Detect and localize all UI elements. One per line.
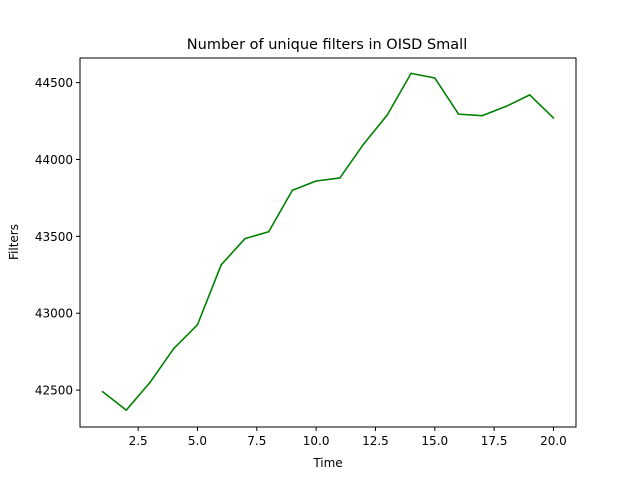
data-point [362, 143, 365, 145]
data-point [505, 105, 507, 108]
x-tick-label: 20.0 [540, 434, 567, 448]
data-point [457, 113, 460, 115]
data-point [386, 114, 389, 116]
y-tick-label: 43000 [35, 307, 73, 321]
data-point [267, 230, 270, 233]
y-axis: 42500 43000 43500 44000 44500 [35, 76, 80, 398]
data-point [291, 189, 294, 192]
y-tick-label: 42500 [35, 384, 73, 398]
data-point [125, 409, 128, 411]
data-point [481, 114, 484, 117]
y-tick-label: 43500 [35, 230, 73, 244]
x-tick-label: 5.0 [188, 434, 207, 448]
data-point [315, 180, 317, 182]
x-tick-label: 10.0 [303, 434, 330, 448]
data-point [244, 237, 246, 240]
data-point [220, 263, 223, 266]
plot-area [79, 57, 577, 428]
data-point [339, 177, 341, 179]
data-point [410, 72, 412, 75]
data-point [528, 94, 531, 96]
data-point [149, 381, 151, 384]
x-tick-label: 2.5 [129, 434, 148, 448]
x-tick-label: 15.0 [421, 434, 448, 448]
series-line [102, 72, 555, 411]
data-point [552, 117, 555, 119]
axes-frame [79, 57, 577, 428]
x-axis: 2.5 5.0 7.5 10.0 12.5 15.0 17.5 20.0 [129, 427, 567, 448]
data-points [101, 72, 555, 411]
x-tick-label: 17.5 [481, 434, 508, 448]
y-tick-label: 44500 [35, 76, 73, 90]
x-axis-label: Time [312, 456, 342, 470]
chart-title: Number of unique filters in OISD Small [187, 37, 467, 53]
data-point [101, 390, 104, 393]
y-tick-label: 44000 [35, 153, 73, 167]
data-point [172, 347, 175, 350]
data-point [196, 323, 199, 326]
x-tick-label: 7.5 [247, 434, 266, 448]
data-point [433, 77, 436, 79]
x-tick-label: 12.5 [362, 434, 389, 448]
y-axis-label: Filters [7, 224, 21, 260]
